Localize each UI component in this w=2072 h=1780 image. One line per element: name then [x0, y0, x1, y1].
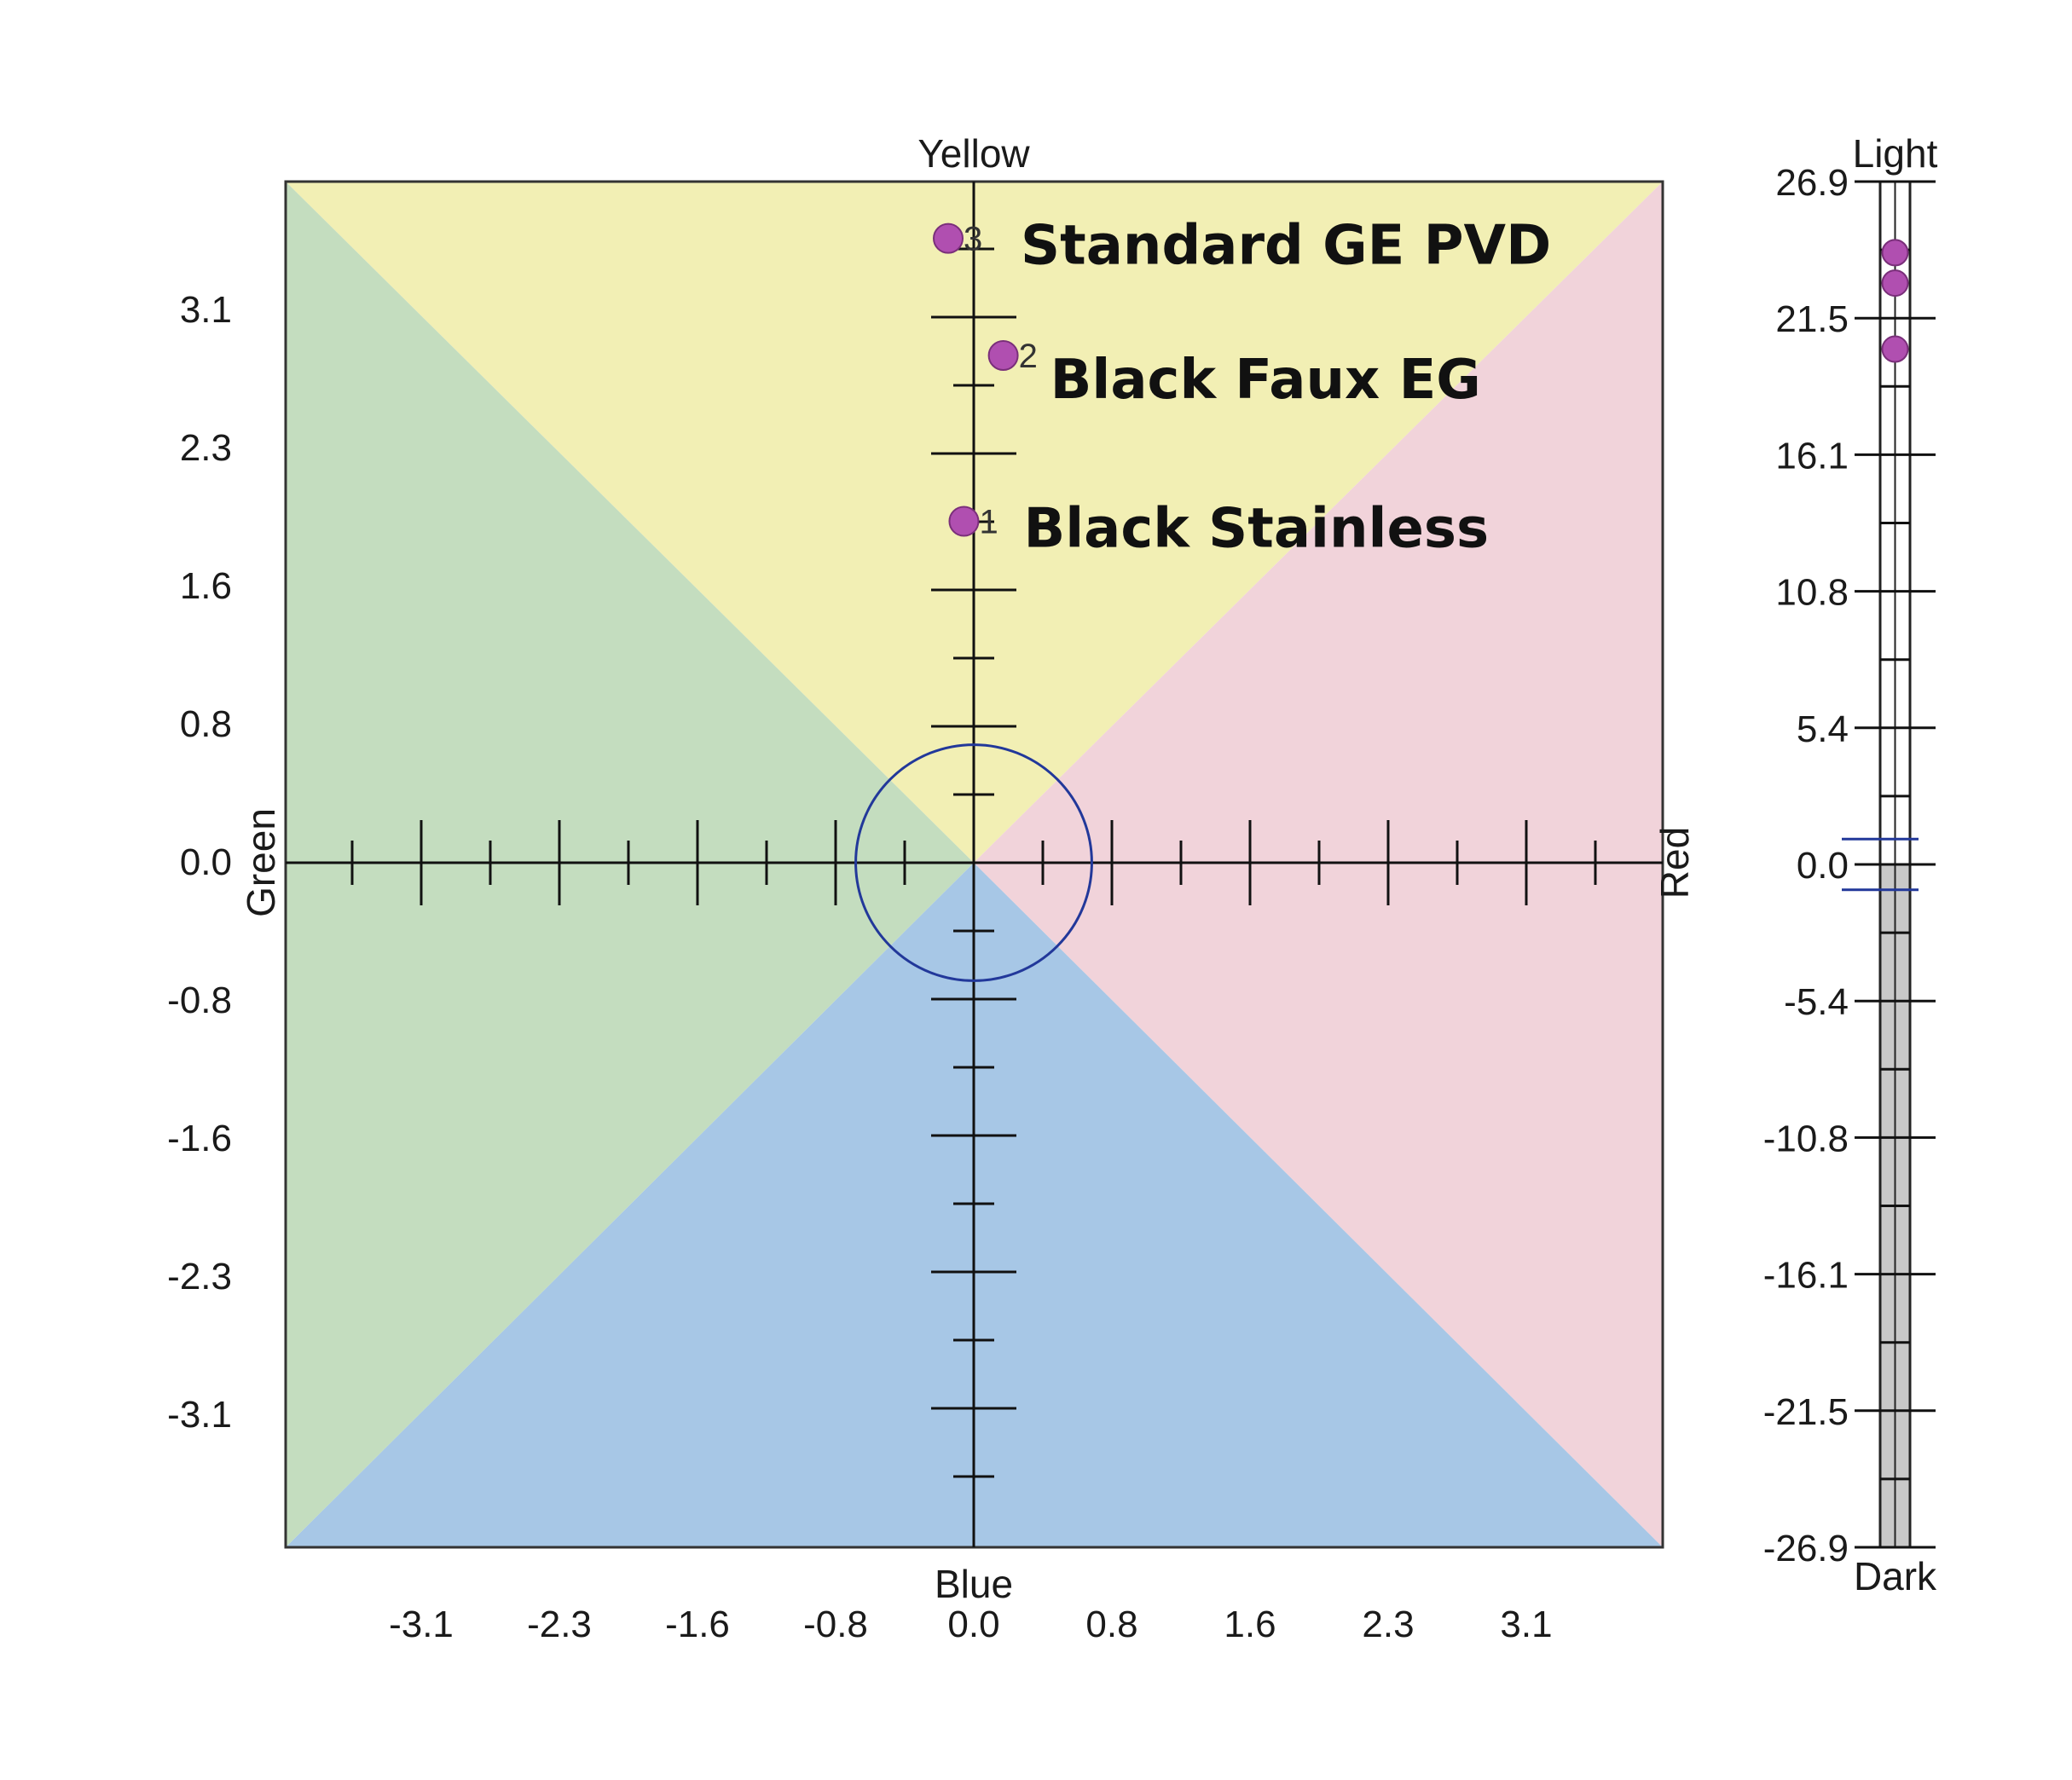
lightness-tick-label: 21.5: [1775, 298, 1849, 340]
lightness-tick-label: -26.9: [1763, 1528, 1849, 1569]
lightness-tick-label: 0.0: [1797, 845, 1849, 887]
data-point-id: 1: [979, 504, 998, 541]
y-tick-label: -1.6: [167, 1118, 232, 1159]
y-tick-label: 3.1: [180, 289, 232, 331]
y-tick-label: 1.6: [180, 565, 232, 607]
light-label: Light: [1853, 131, 1938, 176]
x-tick-label: 0.0: [947, 1604, 999, 1645]
blue-axis-label: Blue: [935, 1562, 1013, 1606]
red-axis-label: Red: [1652, 827, 1697, 899]
y-tick-label: 0.8: [180, 703, 232, 745]
lightness-tick-label: -5.4: [1784, 981, 1849, 1023]
lightness-point: [1881, 335, 1909, 363]
lightness-tick-label: -21.5: [1763, 1391, 1849, 1433]
lightness-tick-label: 5.4: [1797, 708, 1849, 750]
x-tick-label: -1.6: [665, 1604, 730, 1645]
y-tick-label: 0.0: [180, 841, 232, 883]
data-point-label: Standard GE PVD: [1021, 215, 1551, 278]
data-point: [948, 506, 980, 537]
x-tick-label: 1.6: [1224, 1604, 1276, 1645]
data-point-id: 2: [1019, 338, 1038, 375]
x-tick-label: 0.8: [1085, 1604, 1137, 1645]
lightness-point: [1881, 269, 1909, 298]
tolerance-circle: [854, 743, 1093, 982]
dark-label: Dark: [1854, 1554, 1937, 1598]
lightness-tick-label: 16.1: [1775, 435, 1849, 477]
y-tick-label: -0.8: [167, 980, 232, 1021]
y-tick-label: 2.3: [180, 427, 232, 469]
y-tick-label: -3.1: [167, 1394, 232, 1436]
data-point: [987, 339, 1019, 371]
lightness-point: [1881, 239, 1909, 267]
lightness-tick-label: 26.9: [1775, 162, 1849, 204]
data-point-label: Black Stainless: [1023, 498, 1489, 561]
y-tick-label: -2.3: [167, 1256, 232, 1297]
x-tick-label: -2.3: [527, 1604, 592, 1645]
green-axis-label: Green: [239, 808, 283, 917]
data-point-label: Black Faux EG: [1050, 349, 1481, 412]
data-point-id: 3: [964, 221, 982, 258]
x-tick-label: 3.1: [1500, 1604, 1552, 1645]
lightness-tick-label: 10.8: [1775, 572, 1849, 614]
lightness-tick-label: -16.1: [1763, 1255, 1849, 1297]
x-tick-label: 2.3: [1362, 1604, 1414, 1645]
x-tick-label: -3.1: [389, 1604, 454, 1645]
x-tick-label: -0.8: [803, 1604, 868, 1645]
data-point: [933, 222, 964, 254]
yellow-axis-label: Yellow: [917, 131, 1030, 176]
lightness-tick-label: -10.8: [1763, 1118, 1849, 1159]
